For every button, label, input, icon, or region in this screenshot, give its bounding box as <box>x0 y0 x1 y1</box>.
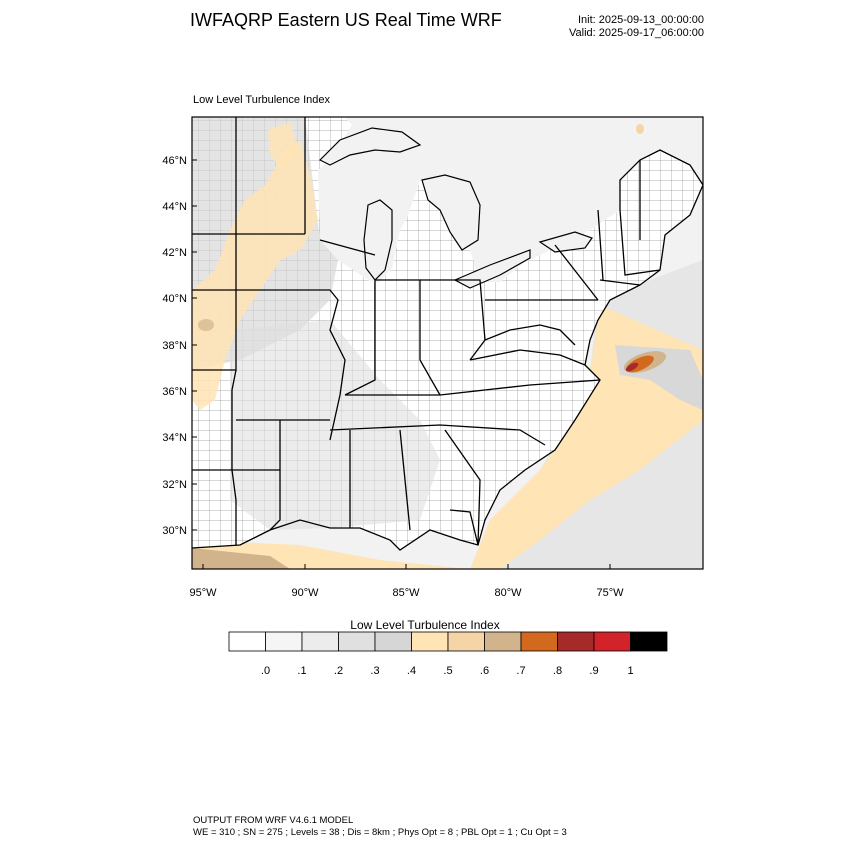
gulf-high-field <box>192 548 290 569</box>
colorbar-box <box>520 631 558 652</box>
lat-label: 44°N <box>162 201 187 213</box>
turbulence-hotspot-core <box>625 362 639 372</box>
west-high-spot <box>198 319 214 331</box>
lat-label: 36°N <box>162 386 187 398</box>
longitude-labels: 95°W 90°W 85°W 80°W 75°W <box>189 587 624 599</box>
colorbar <box>228 631 668 652</box>
colorbar-box <box>484 631 522 652</box>
colorbar-box <box>228 631 266 652</box>
footer: OUTPUT FROM WRF V4.6.1 MODEL WE = 310 ; … <box>193 815 567 839</box>
north-turbulence-field <box>268 122 298 170</box>
time-info: Init: 2025-09-13_00:00:00 Valid: 2025-09… <box>569 14 704 40</box>
lake-michigan <box>363 199 393 281</box>
colorbar-title: Low Level Turbulence Index <box>350 618 500 632</box>
lon-label: 75°W <box>596 587 624 599</box>
west-turbulence-field <box>192 140 318 410</box>
lake-huron <box>421 174 481 251</box>
lon-label: 90°W <box>291 587 319 599</box>
lake-ontario <box>538 231 593 253</box>
latitude-labels: 46°N 44°N 42°N 40°N 38°N 36°N 34°N 32°N … <box>162 155 187 537</box>
lat-label: 32°N <box>162 479 187 491</box>
colorbar-tick-label: .9 <box>589 665 598 677</box>
canada-hotspot <box>636 124 644 134</box>
colorbar-tick-label: 1 <box>627 665 633 677</box>
lat-label: 38°N <box>162 340 187 352</box>
colorbar-tick-labels: .0 .1 .2 .3 .4 .5 .6 .7 .8 .9 1 <box>261 665 634 677</box>
colorbar-tick-label: .0 <box>261 665 270 677</box>
colorbar-tick-label: .7 <box>516 665 525 677</box>
state-boundaries <box>192 117 661 546</box>
footer-line-1: OUTPUT FROM WRF V4.6.1 MODEL <box>193 815 354 826</box>
lat-label: 42°N <box>162 247 187 259</box>
south-land-field <box>230 320 440 530</box>
lon-label: 85°W <box>392 587 420 599</box>
lon-label: 80°W <box>494 587 522 599</box>
colorbar-box <box>447 631 485 652</box>
colorbar-box <box>630 631 668 652</box>
lat-label: 30°N <box>162 525 187 537</box>
colorbar-box <box>411 631 449 652</box>
lat-label: 46°N <box>162 155 187 167</box>
valid-time: Valid: 2025-09-17_06:00:00 <box>569 27 704 39</box>
colorbar-tick-label: .5 <box>443 665 452 677</box>
colorbar-box <box>593 631 631 652</box>
panel-title: Low Level Turbulence Index <box>193 94 330 106</box>
colorbar-tick-label: .6 <box>480 665 489 677</box>
lat-label: 34°N <box>162 432 187 444</box>
colorbar-tick-label: .8 <box>553 665 562 677</box>
map-fields <box>192 117 703 569</box>
map-frame <box>191 116 704 570</box>
coastline <box>192 149 703 551</box>
axis-ticks <box>192 159 611 569</box>
lon-label: 95°W <box>189 587 217 599</box>
colorbar-box <box>557 631 595 652</box>
colorbar-tick-label: .3 <box>370 665 379 677</box>
main-title: IWFAQRP Eastern US Real Time WRF <box>190 10 502 30</box>
lake-erie <box>453 249 531 289</box>
footer-line-2: WE = 310 ; SN = 275 ; Levels = 38 ; Dis … <box>193 827 567 838</box>
colorbar-tick-label: .2 <box>334 665 343 677</box>
colorbar-box <box>374 631 412 652</box>
colorbar-tick-label: .1 <box>297 665 306 677</box>
colorbar-tick-label: .4 <box>407 665 416 677</box>
colorbar-box <box>265 631 303 652</box>
colorbar-box <box>338 631 376 652</box>
init-time: Init: 2025-09-13_00:00:00 <box>578 14 704 26</box>
lat-label: 40°N <box>162 293 187 305</box>
lake-superior <box>318 127 422 166</box>
colorbar-box <box>301 631 339 652</box>
